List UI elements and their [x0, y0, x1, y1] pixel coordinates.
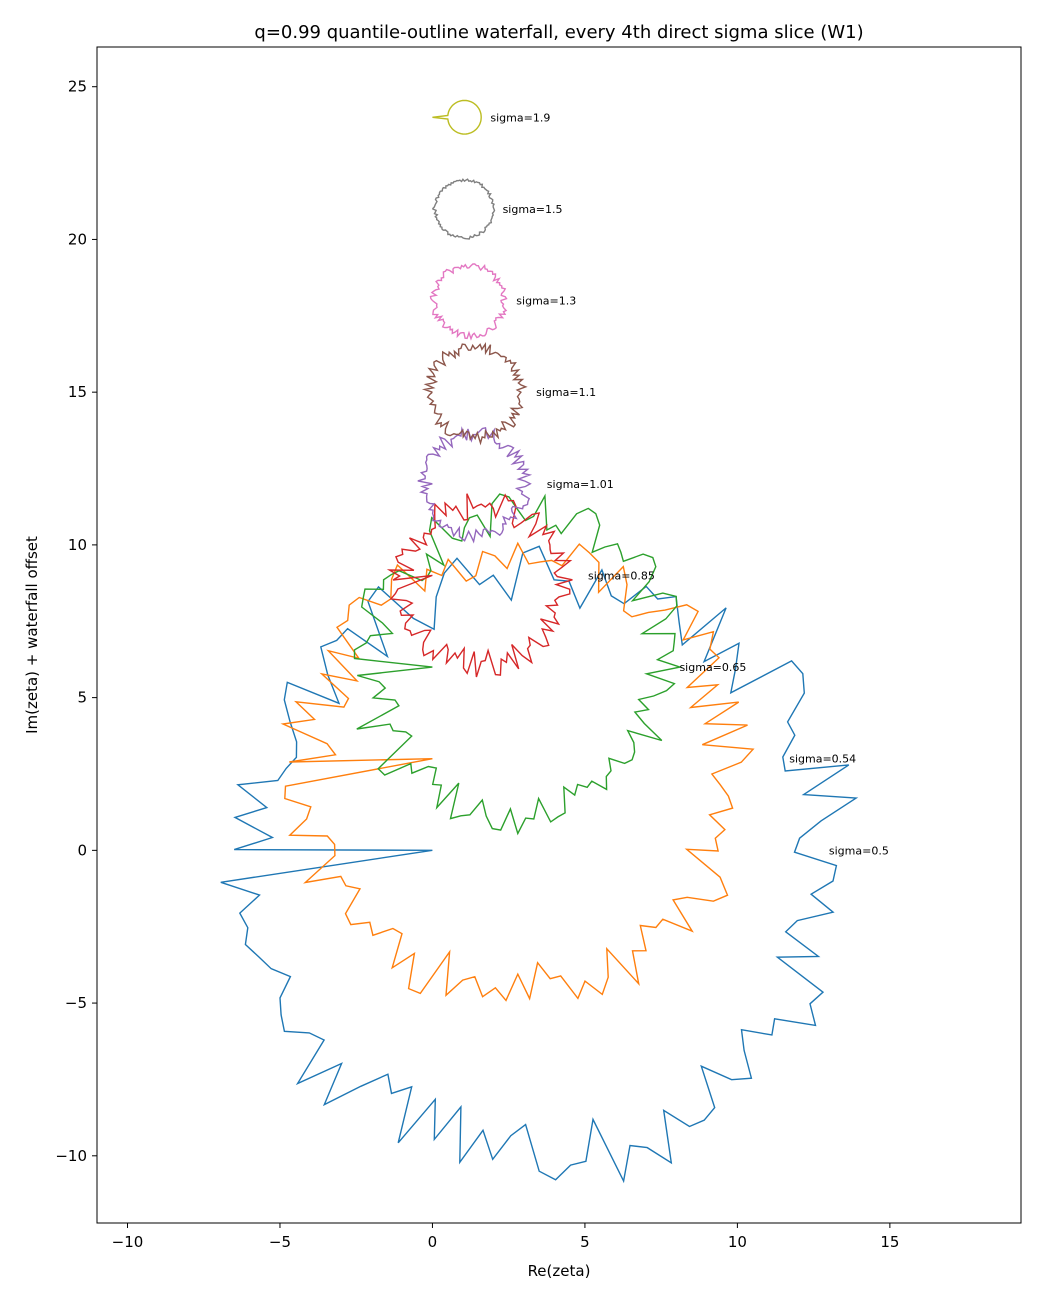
- y-tick-label: 20: [68, 230, 87, 248]
- x-tick-label: −5: [269, 1233, 291, 1251]
- series-label: sigma=0.85: [588, 569, 655, 582]
- series-label: sigma=1.3: [516, 295, 576, 308]
- y-tick-label: −10: [55, 1147, 87, 1165]
- plot-frame: [96, 46, 1022, 1224]
- series-outline: [431, 178, 496, 240]
- y-tick-label: 25: [68, 78, 87, 96]
- curve-group: [220, 99, 859, 1184]
- series-label: sigma=0.65: [679, 661, 746, 674]
- series-outline: [429, 263, 508, 341]
- series-outline: [421, 342, 528, 446]
- y-tick-label: −5: [65, 994, 87, 1012]
- series-outline: [417, 426, 533, 544]
- y-axis: −10 −5 0 5 10 15 20 25: [55, 78, 97, 1165]
- curve-label-group: sigma=0.5 sigma=0.54 sigma=0.65 sigma=0.85 s…: [490, 111, 888, 857]
- series-outline: [432, 99, 482, 135]
- y-tick-label: 5: [77, 689, 87, 707]
- y-tick-label: 10: [68, 536, 87, 554]
- series-outline: [220, 545, 859, 1184]
- series-label: sigma=0.54: [789, 753, 856, 766]
- x-axis-label: Re(zeta): [528, 1262, 591, 1280]
- x-tick-label: 0: [428, 1233, 438, 1251]
- y-tick-label: 15: [68, 383, 87, 401]
- y-axis-label: Im(zeta) + waterfall offset: [23, 536, 41, 734]
- chart-title: q=0.99 quantile-outline waterfall, every…: [254, 22, 863, 43]
- x-tick-label: 15: [880, 1233, 899, 1251]
- x-tick-label: −10: [112, 1233, 144, 1251]
- series-outline: [280, 541, 755, 1002]
- series-outline: [353, 493, 683, 836]
- x-tick-label: 10: [728, 1233, 747, 1251]
- series-label: sigma=1.1: [536, 386, 596, 399]
- x-tick-label: 5: [580, 1233, 590, 1251]
- series-label: sigma=0.5: [829, 844, 889, 857]
- series-outline: [386, 493, 573, 678]
- series-label: sigma=1.9: [490, 111, 550, 124]
- x-axis: −10 −5 0 5 10 15: [112, 1223, 899, 1251]
- series-label: sigma=1.5: [503, 203, 563, 216]
- series-label: sigma=1.01: [547, 478, 614, 491]
- y-tick-label: 0: [77, 841, 87, 859]
